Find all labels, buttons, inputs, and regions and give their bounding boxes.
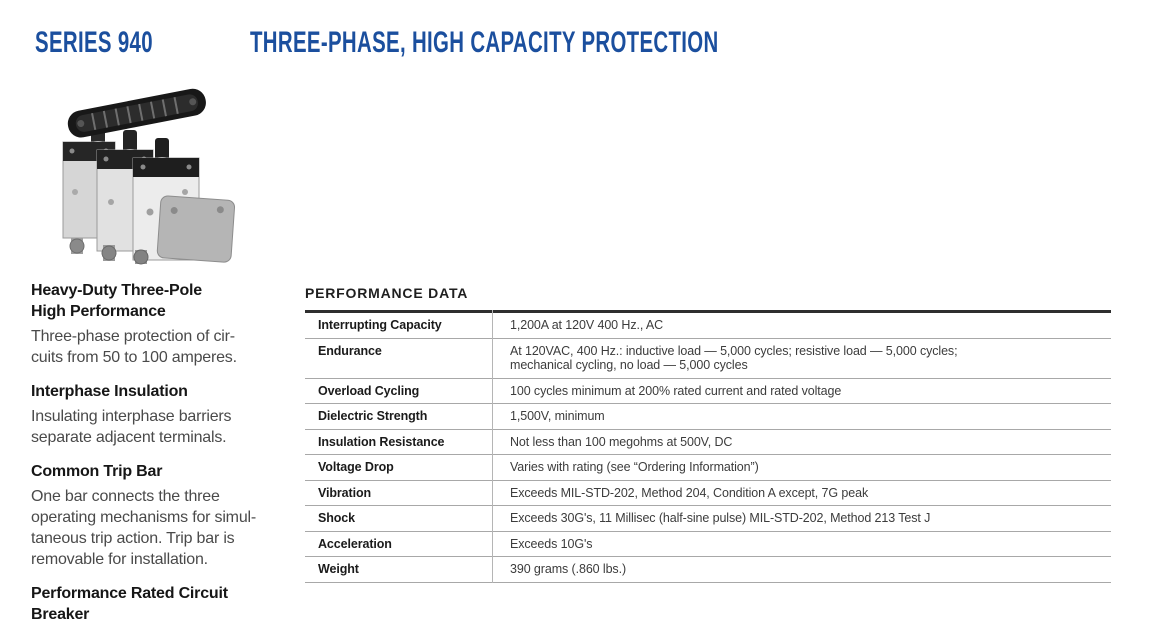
feature-body: One bar connects the three operating mec… [31,488,256,568]
table-row: Weight 390 grams (.860 lbs.) [305,557,1111,583]
feature-heading: Performance Rated Circuit Breaker [31,585,228,622]
row-label: Shock [318,511,356,525]
column-divider-line [492,310,493,583]
row-value: At 120VAC, 400 Hz.: inductive load — 5,0… [510,343,958,373]
product-photo [35,80,245,265]
row-label: Endurance [318,343,382,358]
feature-section-interphase: Interphase Insulation Insulating interph… [31,381,283,448]
feature-column: Heavy-Duty Three-Pole High Performance T… [31,280,283,622]
row-value: 1,200A at 120V 400 Hz., AC [510,318,664,332]
table-row: Acceleration Exceeds 10G's [305,532,1111,557]
feature-section-heavy-duty: Heavy-Duty Three-Pole High Performance T… [31,280,283,368]
table-row: Overload Cycling 100 cycles minimum at 2… [305,379,1111,404]
page-headline: THREE-PHASE, HIGH CAPACITY PROTECTION [250,26,939,60]
row-value: Not less than 100 megohms at 500V, DC [510,434,733,449]
table-row: Dielectric Strength 1,500V, minimum [305,404,1111,430]
page-headline-text: THREE-PHASE, HIGH CAPACITY PROTECTION [250,26,719,59]
row-value: Varies with rating (see “Ordering Inform… [510,460,759,474]
row-label: Acceleration [318,536,392,551]
row-label: Interrupting Capacity [318,318,442,332]
feature-section-trip-bar: Common Trip Bar One bar connects the thr… [31,461,283,570]
table-row: Voltage Drop Varies with rating (see “Or… [305,455,1111,481]
row-label: Vibration [318,485,372,500]
feature-section-performance-rated: Performance Rated Circuit Breaker [31,583,283,622]
circuit-breaker-illustration [62,88,236,265]
feature-heading: Interphase Insulation [31,383,188,400]
row-value: Exceeds 10G's [510,536,593,551]
table-title: PERFORMANCE DATA [305,285,469,301]
row-label: Insulation Resistance [318,434,445,449]
series-title-text: SERIES 940 [35,26,153,59]
performance-data-section: PERFORMANCE DATA Interrupting Capacity 1… [305,285,1111,583]
table-row: Insulation Resistance Not less than 100 … [305,430,1111,455]
feature-body: Three-phase protection of cir- cuits fro… [31,328,237,366]
row-label: Overload Cycling [318,383,420,398]
mounting-bracket [156,195,236,263]
feature-body: Insulating interphase barriers separate … [31,408,232,446]
terminal-screws [69,238,149,265]
row-value: Exceeds MIL-STD-202, Method 204, Conditi… [510,485,869,500]
table-row: Vibration Exceeds MIL-STD-202, Method 20… [305,481,1111,506]
series-title: SERIES 940 [35,26,208,60]
row-label: Voltage Drop [318,460,394,474]
feature-heading: Common Trip Bar [31,463,163,480]
row-value: 1,500V, minimum [510,409,605,423]
table-row: Endurance At 120VAC, 400 Hz.: inductive … [305,339,1111,379]
row-value: 100 cycles minimum at 200% rated current… [510,383,842,398]
feature-heading: Heavy-Duty Three-Pole High Performance [31,282,202,320]
row-label: Weight [318,562,359,576]
table-row: Shock Exceeds 30G's, 11 Millisec (half-s… [305,506,1111,532]
row-value: Exceeds 30G's, 11 Millisec (half-sine pu… [510,511,931,525]
row-value: 390 grams (.860 lbs.) [510,562,627,576]
trip-bar [67,88,206,138]
table-row: Interrupting Capacity 1,200A at 120V 400… [305,313,1111,339]
row-label: Dielectric Strength [318,409,428,423]
performance-table: Interrupting Capacity 1,200A at 120V 400… [305,310,1111,583]
